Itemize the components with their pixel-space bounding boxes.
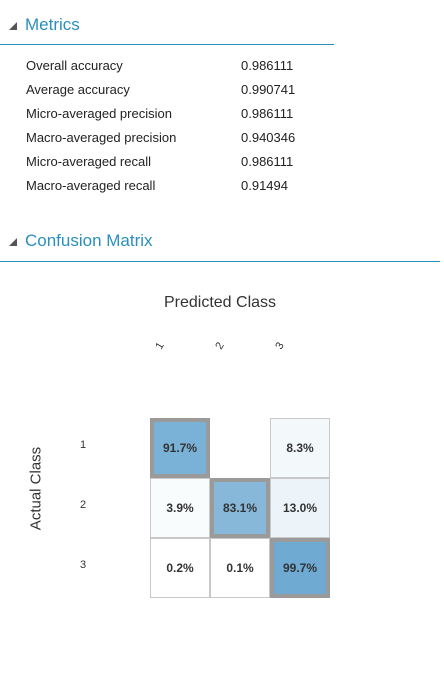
row-label: 1 bbox=[79, 439, 87, 451]
metrics-table: Overall accuracy 0.986111 Average accura… bbox=[26, 57, 326, 201]
metric-name: Micro-averaged precision bbox=[26, 106, 172, 121]
predicted-class-label: Predicted Class bbox=[163, 294, 277, 311]
actual-class-label: Actual Class bbox=[27, 446, 45, 531]
matrix-cell: 3.9% bbox=[150, 478, 210, 538]
metric-row: Micro-averaged recall 0.986111 bbox=[26, 153, 326, 177]
confusion-matrix-title: Confusion Matrix bbox=[25, 231, 153, 250]
metric-name: Micro-averaged recall bbox=[26, 154, 151, 169]
row-label: 2 bbox=[79, 499, 87, 511]
row-label: 3 bbox=[79, 559, 87, 571]
metric-value: 0.940346 bbox=[241, 130, 296, 145]
matrix-cell: 8.3% bbox=[270, 418, 330, 478]
metrics-title: Metrics bbox=[25, 15, 80, 34]
metric-row: Macro-averaged precision 0.940346 bbox=[26, 129, 326, 153]
metric-row: Macro-averaged recall 0.91494 bbox=[26, 177, 326, 201]
metric-value: 0.986111 bbox=[241, 154, 294, 169]
metric-row: Average accuracy 0.990741 bbox=[26, 81, 326, 105]
metric-row: Micro-averaged precision 0.986111 bbox=[26, 105, 326, 129]
metric-value: 0.990741 bbox=[241, 82, 296, 97]
metric-value: 0.986111 bbox=[241, 58, 294, 73]
metric-value: 0.986111 bbox=[241, 106, 294, 121]
confusion-matrix-divider bbox=[0, 261, 440, 262]
metric-name: Average accuracy bbox=[26, 82, 130, 97]
matrix-cell: 91.7% bbox=[150, 418, 210, 478]
matrix-cell: 0.1% bbox=[210, 538, 270, 598]
metric-row: Overall accuracy 0.986111 bbox=[26, 57, 326, 81]
column-label: 3 bbox=[273, 340, 287, 352]
metric-name: Macro-averaged recall bbox=[26, 178, 156, 193]
metrics-section-header[interactable]: Metrics bbox=[0, 14, 334, 38]
matrix-cell: 13.0% bbox=[270, 478, 330, 538]
column-label: 2 bbox=[213, 340, 227, 352]
matrix-cell: 0.2% bbox=[150, 538, 210, 598]
metric-value: 0.91494 bbox=[241, 178, 288, 193]
confusion-matrix-section-header[interactable]: Confusion Matrix bbox=[0, 230, 440, 254]
column-label: 1 bbox=[153, 340, 167, 352]
metric-name: Macro-averaged precision bbox=[26, 130, 177, 145]
metrics-divider bbox=[0, 44, 334, 45]
metric-name: Overall accuracy bbox=[26, 58, 123, 73]
matrix-cell: 99.7% bbox=[270, 538, 330, 598]
matrix-cell bbox=[210, 418, 270, 478]
matrix-cell: 83.1% bbox=[210, 478, 270, 538]
